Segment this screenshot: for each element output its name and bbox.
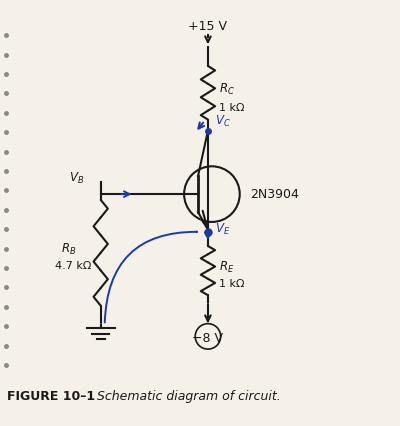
Text: −8 V: −8 V [192, 332, 224, 345]
Text: $R_B$: $R_B$ [61, 242, 76, 257]
Text: Schematic diagram of circuit.: Schematic diagram of circuit. [97, 390, 280, 403]
Text: $V_E$: $V_E$ [215, 222, 230, 237]
Text: FIGURE 10–1: FIGURE 10–1 [7, 390, 96, 403]
Text: 1 kΩ: 1 kΩ [219, 279, 244, 288]
Text: $V_B$: $V_B$ [69, 171, 84, 186]
FancyArrowPatch shape [105, 232, 197, 322]
Text: $V_C$: $V_C$ [215, 113, 231, 129]
Text: +15 V: +15 V [188, 20, 228, 33]
Text: $R_C$: $R_C$ [219, 82, 235, 98]
Text: 4.7 kΩ: 4.7 kΩ [55, 262, 91, 271]
Text: 2N3904: 2N3904 [250, 187, 298, 201]
Text: 1 kΩ: 1 kΩ [219, 103, 244, 113]
Text: $R_E$: $R_E$ [219, 260, 234, 275]
